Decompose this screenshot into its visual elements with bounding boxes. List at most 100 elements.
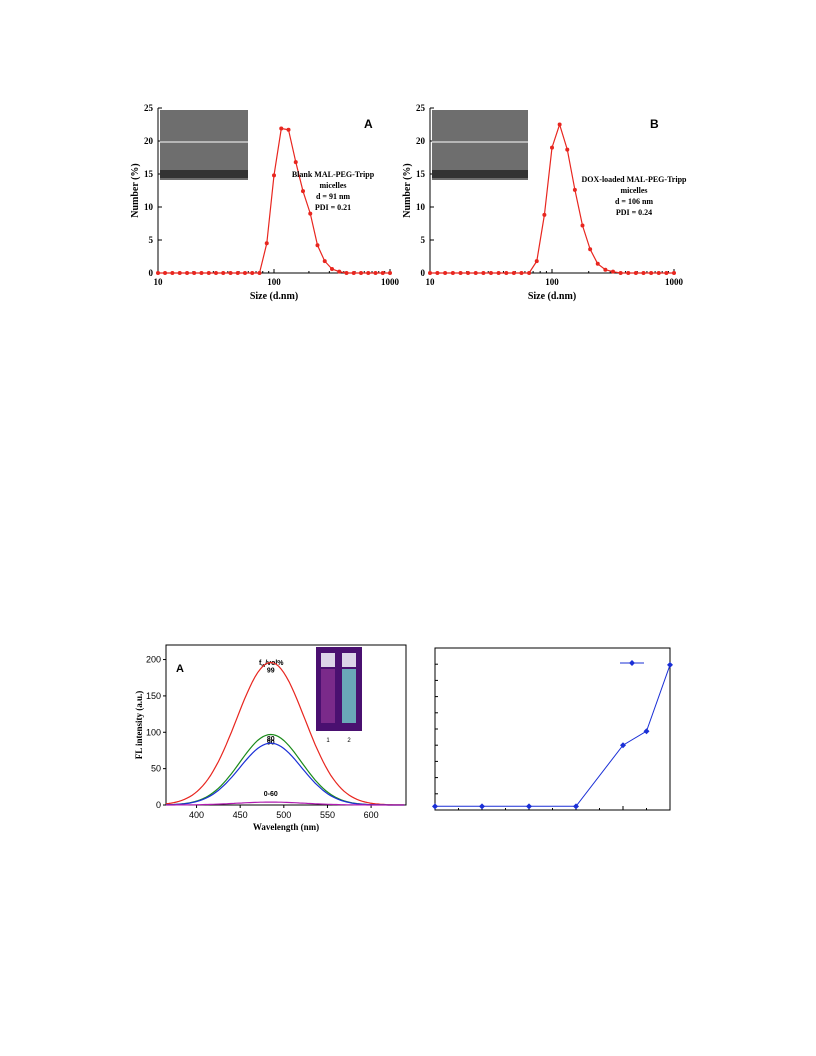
data-point <box>279 126 284 131</box>
y-tick-label: 0 <box>156 800 161 810</box>
y-tick-label: 25 <box>416 103 426 113</box>
x-tick-label: 450 <box>233 810 248 820</box>
data-point <box>380 271 385 275</box>
data-point <box>643 728 650 735</box>
data-point <box>610 269 615 274</box>
x-tick-label: 600 <box>364 810 379 820</box>
data-point <box>235 271 240 275</box>
y-tick-label: 15 <box>144 169 154 179</box>
data-point <box>672 271 676 275</box>
data-point <box>170 271 175 275</box>
spectrum-line <box>166 801 405 806</box>
data-point <box>163 271 168 275</box>
tem-inset-background <box>160 110 248 180</box>
x-tick-label: 1000 <box>665 277 684 287</box>
y-tick-label: 20 <box>416 136 426 146</box>
spectrum-line <box>165 661 405 806</box>
data-point <box>329 267 334 272</box>
data-point <box>428 271 432 275</box>
data-point <box>620 742 626 749</box>
fluorescence-spectra-chart: 0 50 100 150 200 400 450 500 550 600 Wavelength (n… <box>128 640 410 850</box>
data-point <box>603 267 608 272</box>
x-tick-label: 100 <box>545 277 559 287</box>
data-point <box>580 223 585 228</box>
tem-inset-scalebar-strip <box>432 170 528 178</box>
data-point <box>656 271 661 275</box>
annotation-line: micelles <box>620 186 647 195</box>
data-point <box>206 271 211 275</box>
data-point <box>351 271 356 275</box>
data-point <box>633 271 638 275</box>
data-point <box>358 271 363 275</box>
data-point <box>466 271 471 275</box>
data-point <box>322 259 327 264</box>
data-point <box>177 271 182 275</box>
data-point <box>315 243 320 248</box>
data-point <box>264 241 269 246</box>
y-tick-label: 10 <box>144 202 154 212</box>
y-tick-label: 20 <box>144 136 154 146</box>
data-point <box>667 661 673 668</box>
y-tick-label: 50 <box>151 764 161 774</box>
data-point <box>496 271 501 275</box>
x-axis-title: Wavelength (nm) <box>253 822 319 832</box>
dls-chart-blank: 0 5 10 15 20 25 10 100 1000 Size (d.nm) Number (%)… <box>128 100 400 310</box>
annotation-line: DOX-loaded MAL-PEG-Tripp <box>582 175 688 184</box>
annotation-line: d = 91 nm <box>316 192 350 201</box>
tem-inset-scalebar-strip <box>160 170 248 178</box>
data-point <box>344 271 349 275</box>
data-point <box>504 271 509 275</box>
legend-marker <box>629 660 635 666</box>
x-tick-label: 1000 <box>381 277 400 287</box>
data-point <box>479 803 485 810</box>
annotation-line: PDI = 0.21 <box>315 203 351 212</box>
y-tick-label: 10 <box>416 202 426 212</box>
data-point <box>573 803 579 810</box>
series-label: 0-60 <box>264 791 278 798</box>
data-point <box>388 271 392 275</box>
data-point <box>337 269 342 274</box>
data-point <box>250 271 255 275</box>
data-point <box>435 271 440 275</box>
intensity-trend-chart <box>420 640 680 820</box>
spectrum-line <box>165 733 405 806</box>
data-point <box>481 271 486 275</box>
x-axis-title: Size (d.nm) <box>528 291 576 302</box>
data-point <box>185 271 190 275</box>
data-point <box>664 271 669 275</box>
x-tick-label: 100 <box>267 277 281 287</box>
data-point <box>588 247 593 252</box>
panel-label: A <box>176 663 184 675</box>
fluorescence-spectra-svg: 0 50 100 150 200 400 450 500 550 600 Wavelength (n… <box>134 644 407 832</box>
vial-label-2: 2 <box>347 738 351 744</box>
data-point <box>473 271 478 275</box>
x-tick-label: 400 <box>189 810 204 820</box>
data-point <box>308 211 313 216</box>
y-tick-label: 15 <box>416 169 426 179</box>
data-point <box>373 271 378 275</box>
data-point <box>192 271 197 275</box>
vial-cap-1 <box>321 653 335 667</box>
trend-line <box>435 664 671 807</box>
vial-cap-2 <box>342 653 356 667</box>
series-label: 80 <box>267 736 275 743</box>
x-tick-label: 10 <box>154 277 164 287</box>
data-point <box>300 189 305 194</box>
data-point <box>519 271 524 275</box>
data-point <box>286 127 291 132</box>
data-point <box>534 259 539 264</box>
data-point <box>572 187 577 192</box>
data-point <box>199 271 204 275</box>
plot-frame <box>165 644 407 806</box>
data-point <box>641 271 646 275</box>
data-point <box>257 271 262 275</box>
data-point <box>272 173 276 178</box>
annotation-line: Blank MAL-PEG-Tripp <box>292 170 375 179</box>
y-tick-label: 150 <box>146 691 161 701</box>
data-point <box>542 212 547 217</box>
data-point <box>595 261 600 266</box>
vial-1 <box>321 669 335 723</box>
y-axis-title: FL intensity (a.u.) <box>134 691 144 760</box>
data-point <box>242 271 247 275</box>
